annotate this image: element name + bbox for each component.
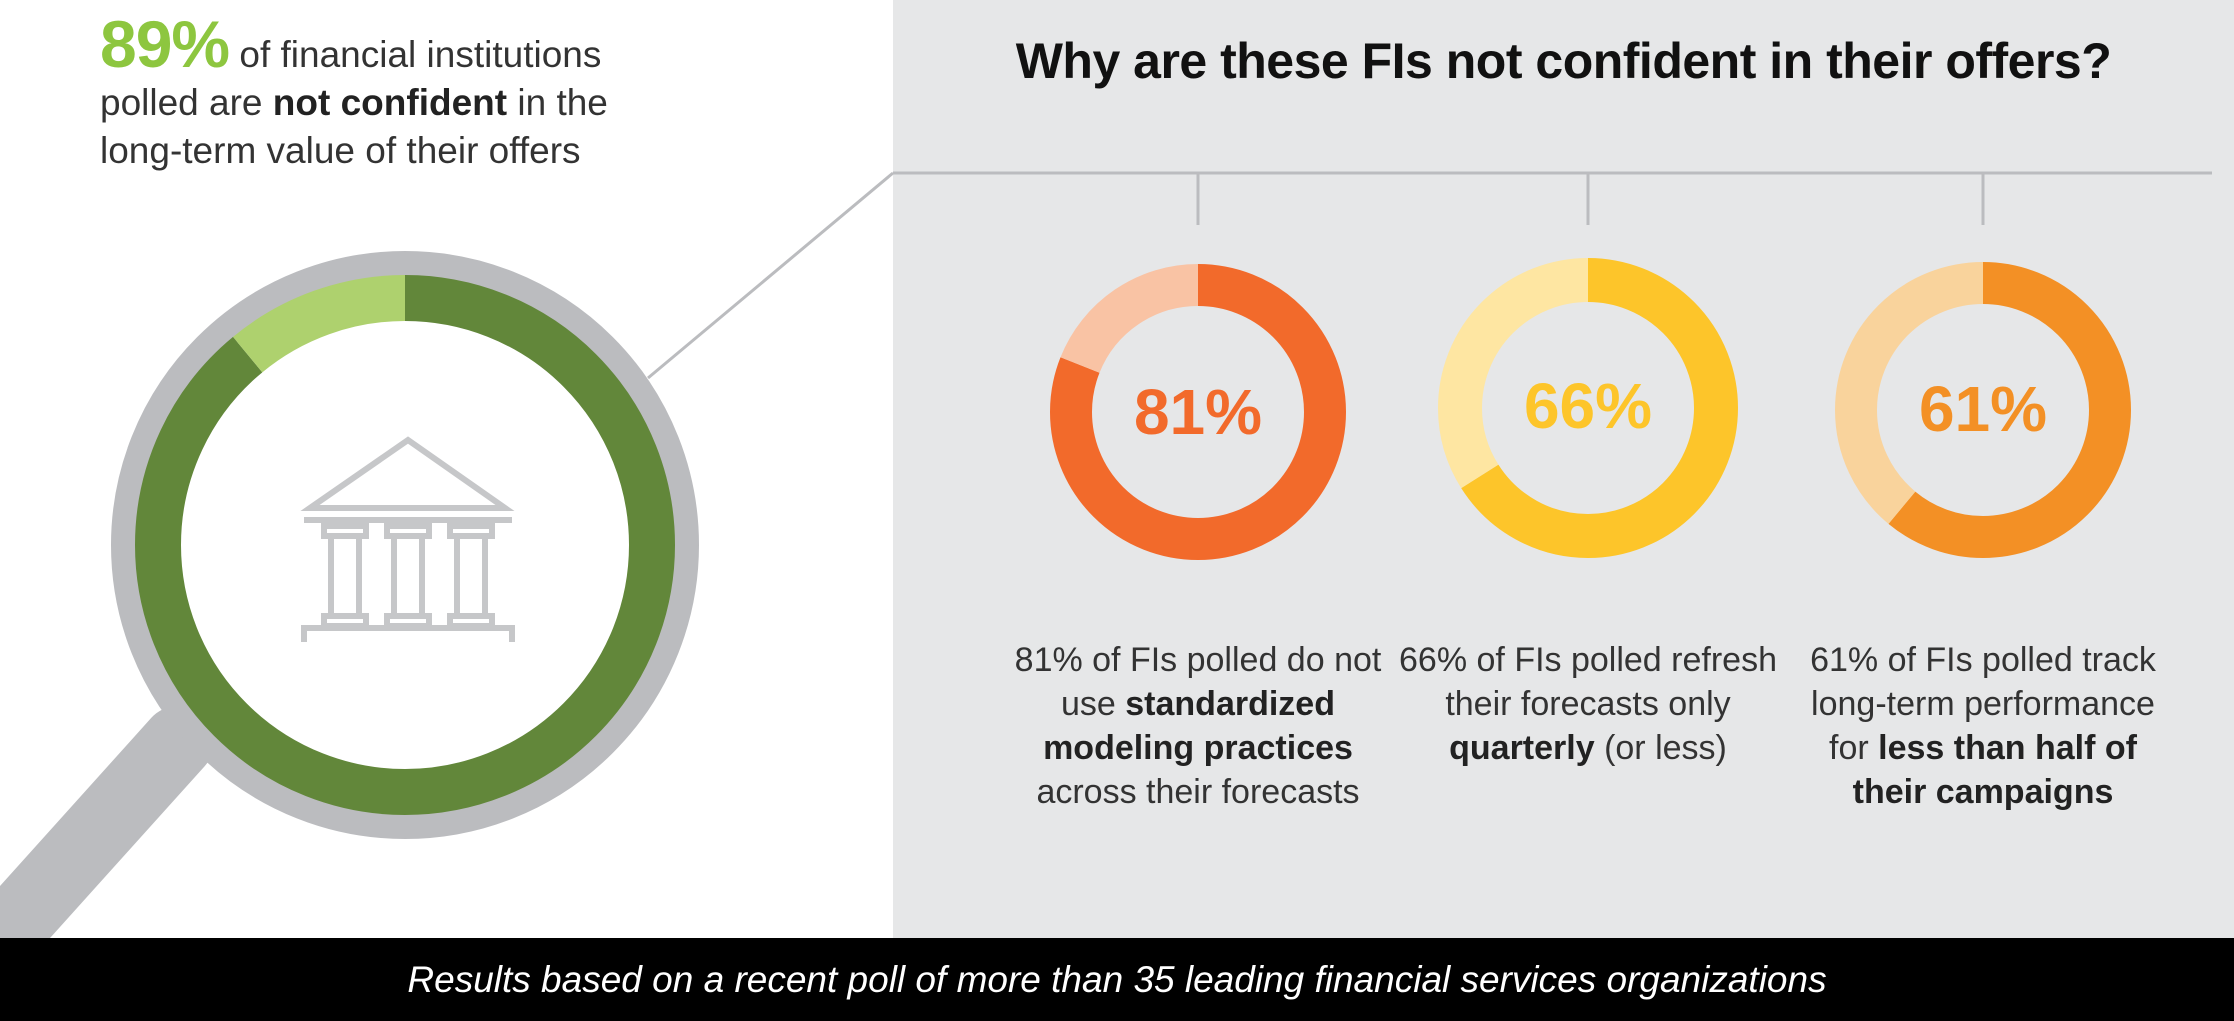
caption-1-bold: standardized modeling practices xyxy=(1043,685,1353,767)
intro-text-3: in the xyxy=(507,82,608,123)
caption-long-term-tracking: 61% of FIs polled track long-term perfor… xyxy=(1793,638,2173,814)
caption-quarterly-refresh: 66% of FIs polled refresh their forecast… xyxy=(1398,638,1778,770)
magnifier-donut-slice-remainder xyxy=(135,275,675,815)
donut-label-81: 81% xyxy=(1134,376,1262,448)
bank-icon xyxy=(300,436,515,642)
donut-81-slice-remainder xyxy=(1050,264,1346,560)
intro-text-2: polled are xyxy=(100,82,273,123)
caption-2-post: (or less) xyxy=(1594,729,1727,767)
right-panel xyxy=(893,0,2234,938)
footer-note: Results based on a recent poll of more t… xyxy=(0,938,2234,1021)
donut-label-61: 61% xyxy=(1919,373,2047,445)
donut-61-slice-remainder xyxy=(1835,262,2131,558)
intro-text-4: long-term value of their offers xyxy=(100,130,581,171)
intro-statement: 89% of financial institutions polled are… xyxy=(100,11,820,175)
caption-2-bold: quarterly xyxy=(1449,729,1595,767)
caption-1-pre: 81% of FIs polled do not use xyxy=(1014,641,1382,723)
caption-3-bold: less than half of their campaigns xyxy=(1852,729,2137,811)
magnifier-handle xyxy=(0,706,214,938)
caption-2-pre: 66% of FIs polled refresh their forecast… xyxy=(1399,641,1777,723)
intro-text-1: of financial institutions xyxy=(229,34,602,75)
intro-bold: not confident xyxy=(272,82,508,123)
donut-66-slice-remainder xyxy=(1438,258,1738,558)
donut-label-66: 66% xyxy=(1524,370,1652,442)
magnifier-rim xyxy=(111,251,699,839)
caption-1-post: across their forecasts xyxy=(1036,773,1360,811)
intro-percentage: 89% xyxy=(100,7,230,81)
section-heading: Why are these FIs not confident in their… xyxy=(1015,33,2112,89)
connector-diagonal xyxy=(647,171,894,380)
caption-3-pre: 61% of FIs polled track long-term perfor… xyxy=(1810,641,2156,767)
caption-standardized-modeling: 81% of FIs polled do not use standardize… xyxy=(1008,638,1388,814)
infographic-graphic: 81% 66% 61% xyxy=(0,171,2212,938)
